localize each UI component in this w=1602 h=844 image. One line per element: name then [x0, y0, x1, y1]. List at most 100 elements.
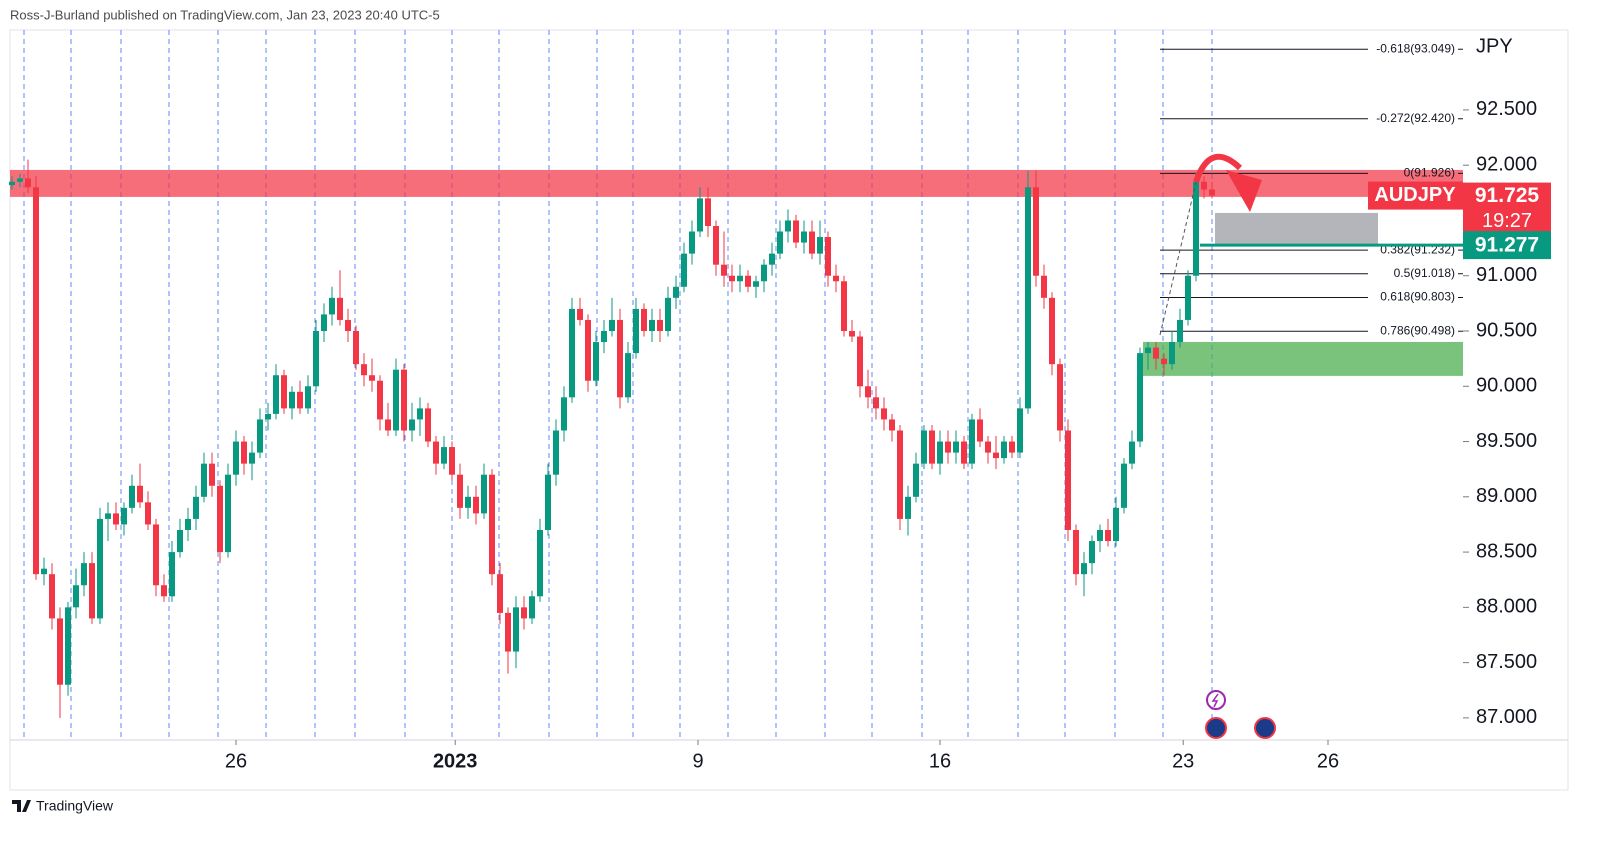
candle-body: [913, 463, 919, 497]
candle-body: [65, 607, 71, 685]
candle-body: [793, 220, 799, 243]
candle-body: [537, 529, 543, 597]
fib-label: 0(91.926): [1404, 166, 1455, 180]
candle-body: [1065, 430, 1071, 530]
y-tick-label: 88.000: [1476, 596, 1537, 618]
candle-body: [897, 430, 903, 519]
candle-body: [873, 397, 879, 409]
candle-body: [73, 585, 79, 608]
candle-body: [569, 308, 575, 398]
candle-body: [1025, 187, 1031, 409]
candle-body: [9, 181, 15, 186]
y-tick-label: 92.500: [1476, 98, 1537, 120]
event-icon[interactable]: [1206, 690, 1226, 710]
candle-body: [257, 419, 263, 453]
candle-body: [753, 281, 759, 287]
candle-body: [665, 297, 671, 332]
candle-body: [817, 237, 823, 254]
x-tick-label: 16: [929, 750, 951, 772]
candle-body: [841, 281, 847, 332]
candle-body: [137, 485, 143, 503]
candle-body: [377, 380, 383, 420]
candle-body: [201, 463, 207, 497]
candle-body: [601, 331, 607, 343]
candle-body: [505, 612, 511, 652]
candle-body: [361, 364, 367, 376]
fib-label: -0.618(93.049): [1376, 41, 1455, 55]
axes: 87.000 87.500 88.000 88.500 89.000 89.500 90.0…: [225, 98, 1537, 772]
candle-body: [953, 441, 959, 453]
candle-body: [1201, 181, 1207, 190]
candle-body: [1161, 358, 1167, 365]
candle-body: [473, 496, 479, 514]
candle-body: [1129, 441, 1135, 464]
candle-body: [529, 596, 535, 619]
level-label: 91.277: [1475, 234, 1539, 257]
candle-body: [593, 342, 599, 381]
candle-body: [177, 529, 183, 553]
publisher-note: Ross-J-Burland published on TradingView.…: [10, 7, 440, 22]
fib-label: -0.272(92.420): [1376, 111, 1455, 125]
candle-body: [465, 496, 471, 508]
candle-body: [1049, 297, 1055, 365]
y-tick-label: 87.000: [1476, 706, 1537, 728]
candle-body: [833, 275, 839, 282]
candle-body: [849, 331, 855, 337]
candle-body: [281, 375, 287, 409]
candle-body: [441, 447, 447, 464]
candle-body: [825, 237, 831, 276]
candle-body: [393, 369, 399, 431]
candle-body: [129, 485, 135, 508]
candle-body: [1193, 181, 1199, 276]
candle-body: [193, 496, 199, 519]
y-tick-label: 89.500: [1476, 430, 1537, 452]
candle-body: [97, 518, 103, 619]
candle-body: [57, 618, 63, 685]
candle-body: [105, 513, 111, 519]
price-zone: [10, 169, 1463, 197]
candle-body: [617, 319, 623, 398]
candle-body: [673, 286, 679, 298]
footer-logo: TradingView: [12, 798, 114, 814]
chart-frame: [9, 29, 1569, 791]
fib-label: 0.786(90.498): [1380, 323, 1455, 337]
candle-body: [1033, 187, 1039, 276]
x-tick-label: 9: [692, 750, 703, 772]
candle-body: [745, 275, 751, 287]
candle-body: [737, 275, 743, 282]
footer-text: TradingView: [36, 798, 114, 814]
price-zone: [1143, 341, 1463, 376]
flag-icon[interactable]: [1254, 717, 1276, 739]
candle-body: [769, 253, 775, 265]
candle-body: [929, 430, 935, 464]
candle-body: [217, 485, 223, 553]
candle-body: [1209, 189, 1215, 196]
candle-body: [1097, 529, 1103, 542]
y-tick-label: 89.000: [1476, 485, 1537, 507]
candle-body: [113, 513, 119, 525]
candle-body: [233, 441, 239, 475]
candle-body: [1137, 353, 1143, 442]
flag-icon[interactable]: [1205, 717, 1227, 739]
candle-body: [433, 441, 439, 464]
candle-body: [801, 231, 807, 243]
candle-body: [729, 275, 735, 282]
candle-body: [993, 452, 999, 459]
candle-body: [265, 413, 271, 420]
candle-body: [169, 552, 175, 597]
overlays: [1159, 153, 1276, 739]
fib-anchor-line: [1159, 177, 1198, 336]
candle-body: [25, 178, 31, 188]
candle-body: [145, 502, 151, 525]
x-tick-label: 26: [225, 750, 247, 772]
candle-body: [657, 319, 663, 332]
candle-body: [1081, 563, 1087, 575]
arrow-curve: [1193, 153, 1243, 184]
candle-body: [1073, 529, 1079, 575]
candle-body: [561, 397, 567, 431]
fib-label: 0.5(91.018): [1394, 266, 1455, 280]
candles: [9, 159, 1215, 718]
candle-body: [1121, 463, 1127, 508]
